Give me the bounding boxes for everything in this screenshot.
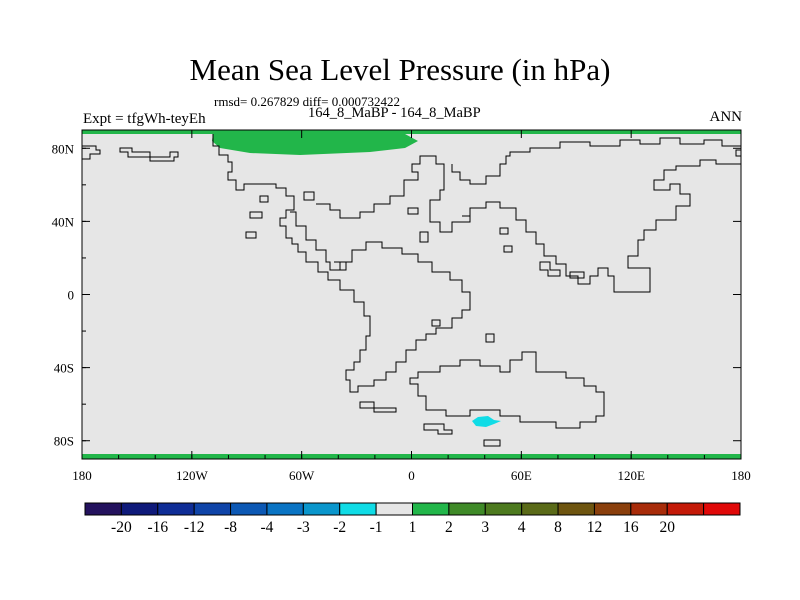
colorbar-label: -1 bbox=[370, 519, 383, 536]
colorbar-label: 4 bbox=[518, 519, 526, 536]
x-tick-label: 180 bbox=[72, 468, 92, 483]
colorbar-label: -16 bbox=[147, 519, 168, 536]
experiment-label: Expt = tfgWh-teyEh bbox=[83, 111, 206, 127]
x-tick-label: 60E bbox=[511, 468, 532, 483]
colorbar-swatch bbox=[157, 502, 195, 516]
colorbar-label: -20 bbox=[111, 519, 132, 536]
colorbar-swatch bbox=[484, 502, 523, 516]
colorbar-label: 3 bbox=[481, 519, 489, 536]
colorbar-swatch bbox=[120, 502, 159, 516]
colorbar-swatch bbox=[193, 502, 232, 516]
colorbar-swatch bbox=[521, 502, 559, 516]
y-tick-label: 80N bbox=[52, 141, 75, 156]
colorbar-swatch bbox=[448, 502, 486, 516]
x-tick-label: 180 bbox=[731, 468, 751, 483]
colorbar bbox=[84, 502, 741, 516]
colorbar-swatch bbox=[375, 502, 414, 516]
y-tick-label: 80S bbox=[54, 434, 74, 449]
colorbar-label: 8 bbox=[554, 519, 562, 536]
x-tick-label: 0 bbox=[408, 468, 415, 483]
colorbar-label: -12 bbox=[184, 519, 205, 536]
colorbar-label: -2 bbox=[333, 519, 346, 536]
colorbar-swatch bbox=[339, 502, 377, 516]
y-tick-label: 40S bbox=[54, 361, 74, 376]
x-axis-labels: 180 120W 60W 0 60E 120E 180 bbox=[72, 468, 751, 483]
colorbar-label: -3 bbox=[297, 519, 310, 536]
plot-title: Mean Sea Level Pressure (in hPa) bbox=[189, 52, 611, 87]
stats-line: rmsd= 0.267829 diff= 0.000732422 bbox=[214, 94, 400, 109]
colorbar-swatch bbox=[412, 502, 450, 516]
x-tick-label: 60W bbox=[289, 468, 315, 483]
colorbar-label: 2 bbox=[445, 519, 453, 536]
colorbar-swatch bbox=[593, 502, 632, 516]
colorbar-swatch bbox=[666, 502, 705, 516]
colorbar-swatch bbox=[84, 502, 122, 516]
colorbar-labels: -20 -16 -12 -8 -4 -3 -2 -1 1 2 3 4 8 12 16 20 bbox=[111, 519, 675, 536]
map-background bbox=[82, 130, 741, 459]
antarctic-negative-anomaly bbox=[472, 416, 501, 427]
colorbar-swatch bbox=[703, 502, 741, 516]
colorbar-swatch bbox=[266, 502, 304, 516]
colorbar-label: 1 bbox=[409, 519, 417, 536]
x-axis-ticks bbox=[81, 130, 742, 459]
colorbar-swatch bbox=[630, 502, 668, 516]
experiment-names: 164_8_MaBP - 164_8_MaBP bbox=[308, 105, 481, 121]
coastlines bbox=[82, 134, 742, 447]
colorbar-swatch bbox=[557, 502, 595, 516]
colorbar-label: -8 bbox=[224, 519, 237, 536]
y-axis-labels: 80N 40N 0 40S 80S bbox=[52, 141, 75, 448]
colorbar-label: 16 bbox=[623, 519, 639, 536]
y-tick-label: 40N bbox=[52, 214, 75, 229]
colorbar-swatch bbox=[230, 502, 268, 516]
arctic-anomaly-region bbox=[212, 134, 418, 155]
colorbar-label: 20 bbox=[659, 519, 675, 536]
x-tick-label: 120W bbox=[176, 468, 209, 483]
y-tick-label: 0 bbox=[68, 288, 75, 303]
colorbar-label: -4 bbox=[260, 519, 273, 536]
colorbar-swatch bbox=[302, 502, 341, 516]
y-axis-ticks bbox=[82, 147, 741, 442]
colorbar-label: 12 bbox=[587, 519, 603, 536]
x-tick-label: 120E bbox=[617, 468, 645, 483]
season-label: ANN bbox=[709, 109, 743, 125]
